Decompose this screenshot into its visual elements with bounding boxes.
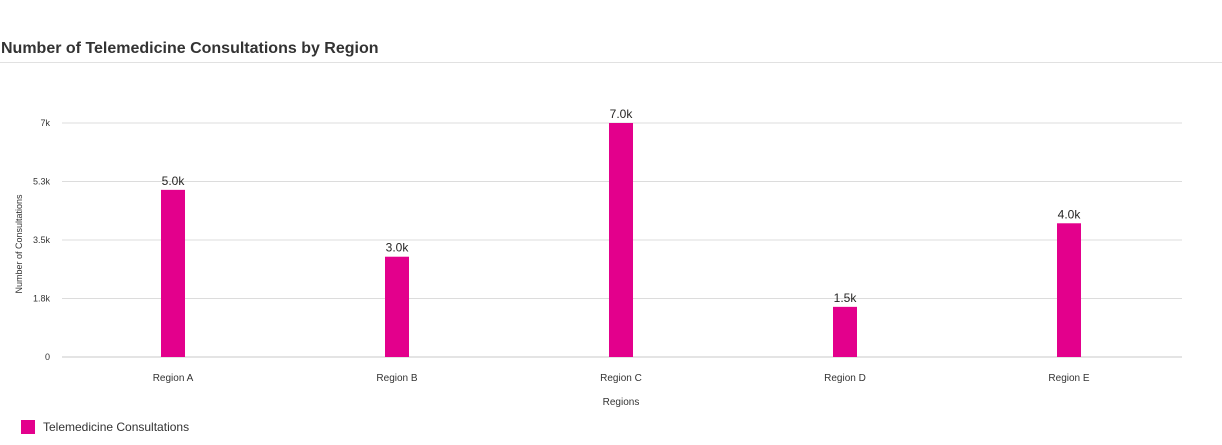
y-axis-title: Number of Consultations — [14, 194, 24, 294]
x-tick-label: Region A — [153, 373, 194, 384]
data-label: 1.5k — [834, 291, 858, 305]
x-tick-label: Region B — [376, 373, 417, 384]
y-tick-label: 0 — [45, 352, 50, 362]
data-labels: 5.0k 3.0k 7.0k 1.5k 4.0k — [162, 107, 1082, 305]
bar — [1057, 223, 1081, 357]
bar — [161, 189, 185, 357]
bars — [161, 123, 1081, 357]
legend-label: Telemedicine Consultations — [43, 420, 190, 434]
x-tick-label: Region C — [600, 373, 642, 384]
x-tick-label: Region D — [824, 373, 866, 384]
chart-title: Number of Telemedicine Consultations by … — [1, 40, 379, 57]
bar — [609, 123, 633, 357]
data-label: 5.0k — [162, 174, 186, 188]
y-tick-label: 1.8k — [33, 294, 51, 304]
bar — [385, 256, 409, 357]
data-label: 4.0k — [1058, 207, 1082, 221]
data-label: 7.0k — [610, 107, 634, 121]
title-divider — [0, 62, 1222, 63]
y-tick-label: 5.3k — [33, 177, 51, 187]
x-axis-ticks: Region A Region B Region C Region D Region E — [153, 373, 1090, 384]
x-axis-title: Regions — [603, 397, 640, 408]
y-tick-label: 3.5k — [33, 235, 51, 245]
legend-swatch — [21, 420, 35, 434]
y-tick-label: 7k — [40, 118, 50, 128]
legend: Telemedicine Consultations — [21, 420, 189, 434]
data-label: 3.0k — [386, 241, 410, 255]
x-tick-label: Region E — [1048, 373, 1089, 384]
bar — [833, 306, 857, 357]
y-axis-ticks: 0 1.8k 3.5k 5.3k 7k — [33, 118, 51, 362]
